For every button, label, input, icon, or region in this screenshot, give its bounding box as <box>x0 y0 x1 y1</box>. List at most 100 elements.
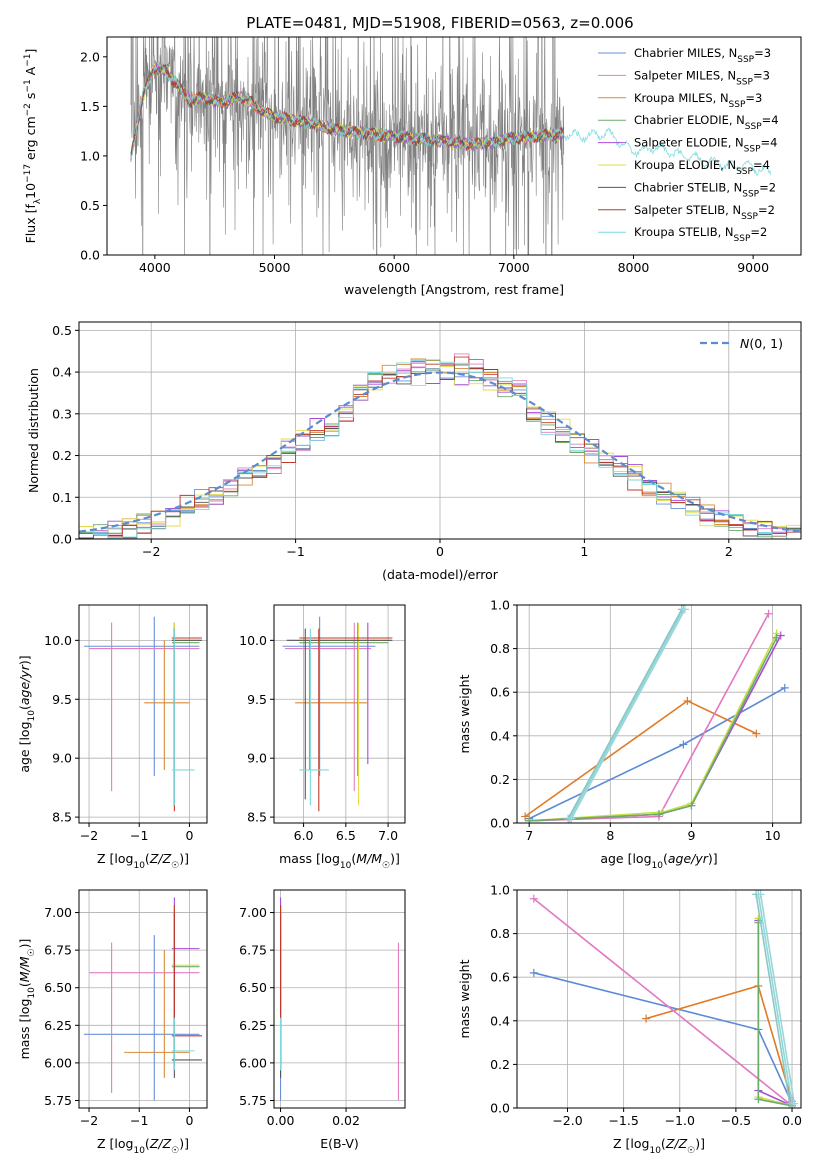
label-part: =4 <box>761 136 778 150</box>
axes-frame <box>106 36 802 256</box>
label-part: s <box>23 93 38 104</box>
y-tick-label: 0.8 <box>490 641 510 656</box>
label-part: SSP <box>729 100 746 110</box>
x-tick-label: 7.0 <box>378 828 398 843</box>
series-point <box>683 696 692 705</box>
label-part: E(B-V) <box>320 1136 359 1151</box>
label-part: SSP <box>742 189 759 199</box>
label-part: Salpeter MILES, N <box>634 68 736 82</box>
label-part: ( <box>17 705 32 710</box>
y-tick-label: 6.25 <box>239 1018 267 1033</box>
mass-vs-ebv-xlabel: E(B-V) <box>320 1136 359 1151</box>
y-tick-label: 0.0 <box>490 816 510 831</box>
label-part: N <box>740 336 750 351</box>
x-tick-label: 2 <box>725 544 733 559</box>
y-tick-label: 6.75 <box>44 943 72 958</box>
series-point <box>776 631 785 640</box>
label-part: =3 <box>745 91 762 105</box>
label-part: Flux [f <box>23 204 38 244</box>
label-part: ☉ <box>27 948 37 956</box>
x-tick-label: 5000 <box>259 260 291 275</box>
y-tick-label: 0.1 <box>52 490 72 505</box>
age-vs-mass-xlabel: mass [log10(M/M☉)] <box>279 851 400 871</box>
label-part: ( <box>351 851 356 866</box>
x-tick-label: −1.5 <box>608 1113 638 1128</box>
series-line-salpeter-miles <box>533 898 793 1108</box>
label-part: age/yr <box>668 851 709 866</box>
label-part: SSP <box>736 77 753 87</box>
series-point <box>756 890 765 899</box>
label-part: =3 <box>753 68 770 82</box>
label-part: SSP <box>736 167 753 177</box>
y-tick-label: 0.0 <box>80 248 100 263</box>
series-point <box>521 812 530 821</box>
axes-frame <box>516 604 802 824</box>
legend-entry: Kroupa STELIB, NSSP=2 <box>634 225 767 244</box>
series-point <box>764 609 773 618</box>
legend-entry: Kroupa MILES, NSSP=3 <box>634 91 762 110</box>
label-part: Z [log <box>97 1136 133 1151</box>
x-tick-label: 7 <box>525 828 533 843</box>
label-part: Kroupa MILES, N <box>634 91 729 105</box>
data-spectrum <box>130 37 565 255</box>
label-part: SSP <box>734 234 751 244</box>
label-part: Chabrier ELODIE, N <box>634 113 745 127</box>
series-point <box>655 810 663 819</box>
series-point <box>529 894 538 903</box>
label-part: Chabrier MILES, N <box>634 46 737 60</box>
label-part: 10 <box>27 987 37 999</box>
plot-area <box>282 616 393 812</box>
axes-frame <box>273 604 406 824</box>
x-tick-label: 0 <box>185 828 193 843</box>
label-part: SSP <box>741 212 758 222</box>
plot-area <box>279 897 400 1101</box>
x-tick-label: 6000 <box>378 260 410 275</box>
y-tick-label: 9.0 <box>52 751 72 766</box>
y-tick-label: 0.0 <box>52 532 72 547</box>
series-point <box>790 1099 799 1108</box>
label-part: mass [log <box>17 999 32 1060</box>
label-part: ( <box>145 1136 150 1151</box>
x-tick-label: −0.5 <box>721 1113 751 1128</box>
series-point <box>642 1014 651 1023</box>
legend-normal-label: N(0, 1) <box>740 336 783 351</box>
series-point <box>679 740 688 749</box>
x-tick-label: −1 <box>130 828 148 843</box>
y-tick-label: 8.5 <box>247 810 267 825</box>
model-spectrum-kroupa-stelib <box>130 62 771 177</box>
label-part: ( <box>663 851 668 866</box>
y-tick-label: 6.25 <box>44 1018 72 1033</box>
label-part: Chabrier STELIB, N <box>634 180 742 194</box>
spectrum-ylabel: Flux [fλ10−17 erg cm−2 s−1 A−1] <box>23 49 43 244</box>
label-part: )] <box>17 655 32 665</box>
legend-entry: Chabrier ELODIE, NSSP=4 <box>634 113 779 132</box>
label-part: =3 <box>754 46 771 60</box>
x-tick-label: 6.5 <box>336 828 356 843</box>
residual-ylabel: Normed distribution <box>26 368 41 493</box>
label-part: =2 <box>750 225 767 239</box>
label-part: −1 <box>23 54 33 67</box>
plot-area <box>84 897 202 1101</box>
series-point <box>680 605 689 614</box>
label-part: Salpeter STELIB, N <box>634 203 741 217</box>
label-part: 10 <box>133 861 145 871</box>
axes-frame <box>516 889 802 1109</box>
series-point <box>525 816 534 823</box>
label-part: ( <box>145 851 150 866</box>
y-tick-label: 1.0 <box>490 598 510 613</box>
series-line-kroupa-elodie <box>529 632 778 822</box>
label-part: 10 <box>27 710 37 722</box>
series-line-salpeter-stelib <box>759 894 796 1104</box>
mass-vs-Z-ylabel: mass [log10(M/M☉)] <box>17 939 37 1060</box>
y-tick-label: 0.5 <box>80 198 100 213</box>
panel-mass-vs-Z: −2 −1 05.756.006.256.506.757.00Z [log10(Z/… <box>17 889 208 1156</box>
label-part: )] <box>179 851 189 866</box>
y-tick-label: 2.0 <box>80 49 100 64</box>
plot-area <box>130 37 771 255</box>
x-tick-label: −2.0 <box>552 1113 582 1128</box>
series-line-kroupa-stelib <box>568 609 685 819</box>
label-part: ( <box>17 982 32 987</box>
legend-entry: Chabrier MILES, NSSP=3 <box>634 46 771 65</box>
